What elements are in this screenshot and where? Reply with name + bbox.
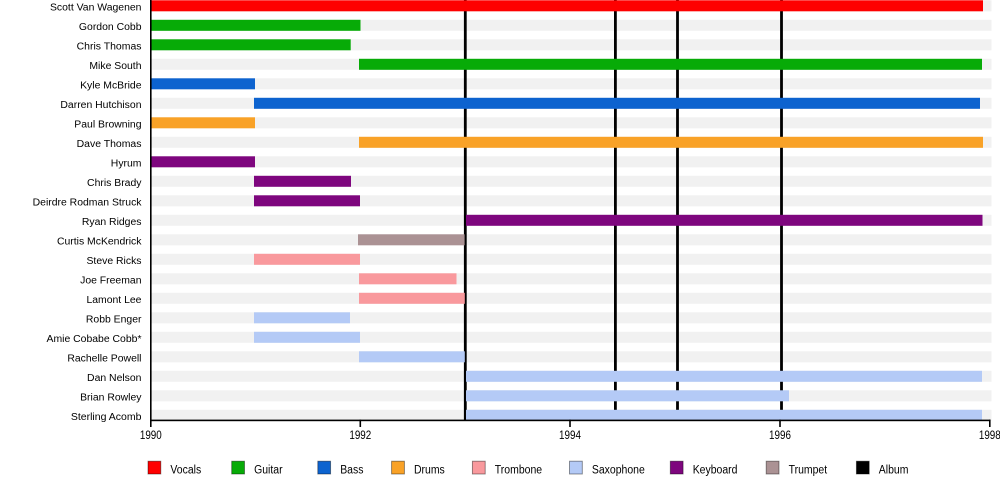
svg-text:Lamont Lee: Lamont Lee — [86, 295, 141, 306]
svg-text:Bass: Bass — [340, 465, 363, 477]
svg-text:Deirdre Rodman Struck: Deirdre Rodman Struck — [33, 197, 143, 208]
svg-text:Trombone: Trombone — [495, 465, 542, 477]
svg-text:Chris Brady: Chris Brady — [87, 178, 141, 189]
svg-text:1990: 1990 — [140, 428, 162, 442]
svg-text:Rachelle Powell: Rachelle Powell — [67, 353, 141, 364]
svg-text:Darren Hutchison: Darren Hutchison — [60, 100, 141, 111]
svg-text:Curtis McKendrick: Curtis McKendrick — [57, 236, 143, 247]
svg-text:1996: 1996 — [769, 428, 791, 442]
svg-text:Saxophone: Saxophone — [592, 465, 645, 477]
svg-text:Ryan Ridges: Ryan Ridges — [82, 217, 142, 228]
svg-text:Mike South: Mike South — [89, 61, 141, 72]
svg-text:Chris Thomas: Chris Thomas — [77, 41, 142, 52]
svg-text:Dan Nelson: Dan Nelson — [87, 373, 141, 384]
svg-text:Dave Thomas: Dave Thomas — [77, 139, 142, 150]
svg-text:Vocals: Vocals — [170, 465, 201, 477]
svg-text:Album: Album — [879, 465, 909, 477]
svg-text:Gordon Cobb: Gordon Cobb — [79, 22, 142, 33]
svg-text:Amie Cobabe Cobb*: Amie Cobabe Cobb* — [47, 334, 142, 345]
svg-text:Kyle McBride: Kyle McBride — [80, 80, 142, 91]
svg-text:Trumpet: Trumpet — [789, 465, 828, 477]
svg-text:Drums: Drums — [414, 465, 445, 477]
svg-text:Guitar: Guitar — [254, 465, 283, 477]
svg-text:1998: 1998 — [979, 428, 1000, 442]
svg-text:Brian Rowley: Brian Rowley — [80, 392, 141, 403]
svg-text:Hyrum: Hyrum — [111, 158, 142, 169]
svg-text:1992: 1992 — [349, 428, 371, 442]
svg-text:Steve Ricks: Steve Ricks — [86, 256, 141, 267]
svg-text:1994: 1994 — [559, 428, 581, 442]
svg-text:Joe Freeman: Joe Freeman — [80, 275, 141, 286]
svg-text:Keyboard: Keyboard — [693, 465, 738, 477]
svg-text:Sterling Acomb: Sterling Acomb — [71, 412, 142, 423]
svg-text:Scott Van Wagenen: Scott Van Wagenen — [50, 2, 142, 13]
svg-text:Paul Browning: Paul Browning — [74, 119, 141, 130]
svg-text:Robb Enger: Robb Enger — [86, 314, 142, 325]
